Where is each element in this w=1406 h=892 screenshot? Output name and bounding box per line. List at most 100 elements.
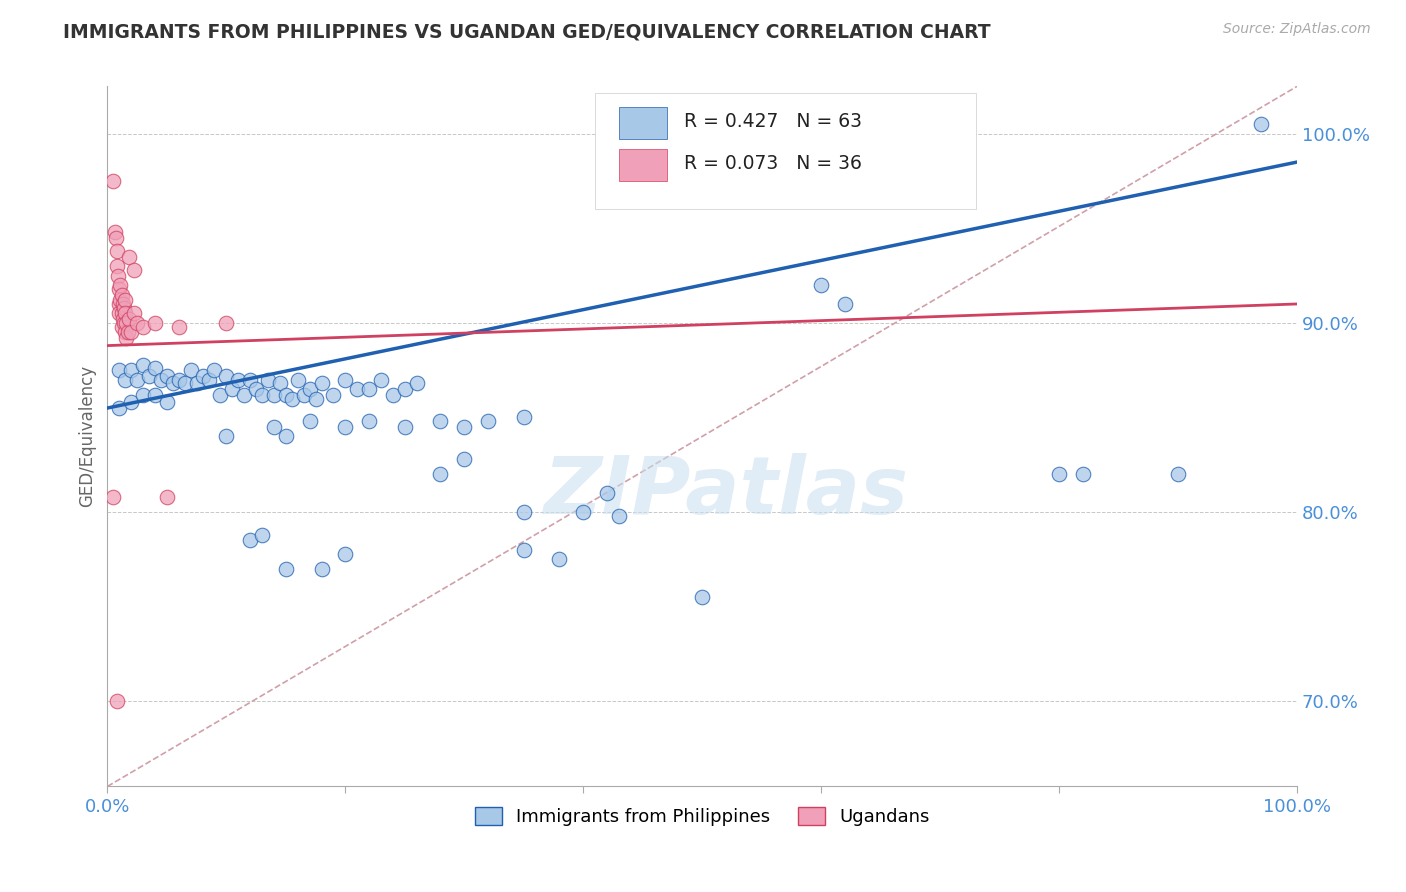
Point [250,388,273,402]
Point [186,376,208,391]
Point [335,373,357,387]
Point [108,306,131,320]
Point [127,373,149,387]
Point [298,382,321,396]
Point [117,326,139,340]
Point [359,382,381,396]
Point [105,244,128,258]
Point [118,312,141,326]
Point [221,382,243,396]
Y-axis label: GED/Equivalency: GED/Equivalency [79,366,96,508]
Bar [619,149,666,181]
Point [810,278,832,293]
Text: ZIPatlas: ZIPatlas [544,453,908,532]
Point [110,293,132,308]
Point [287,373,309,387]
Point [905,130,928,145]
Point [132,388,155,402]
Point [122,306,145,320]
Point [572,505,595,519]
Point [204,363,226,377]
Point [394,382,416,396]
Point [311,562,333,576]
Point [114,326,136,340]
Point [269,376,291,391]
Point [105,694,128,708]
Bar [619,107,666,139]
Point [105,259,128,273]
Point [394,420,416,434]
Point [298,414,321,428]
Point [111,297,134,311]
Point [111,312,134,326]
Point [111,319,134,334]
Point [111,306,134,320]
Point [149,373,172,387]
Point [180,363,202,377]
Text: R = 0.073   N = 36: R = 0.073 N = 36 [685,154,862,173]
Point [173,376,195,391]
FancyBboxPatch shape [595,94,976,209]
Point [138,368,160,383]
Point [114,293,136,308]
Point [115,331,138,345]
Point [115,316,138,330]
Point [346,382,368,396]
Text: R = 0.427   N = 63: R = 0.427 N = 63 [685,112,862,131]
Text: Source: ZipAtlas.com: Source: ZipAtlas.com [1223,22,1371,37]
Point [429,414,451,428]
Point [143,316,166,330]
Point [209,388,232,402]
Point [120,395,142,409]
Point [107,268,129,283]
Point [274,388,297,402]
Point [197,373,219,387]
Point [548,552,571,566]
Point [513,543,536,558]
Point [156,368,179,383]
Point [239,373,262,387]
Point [143,388,166,402]
Point [156,395,179,409]
Point [110,278,132,293]
Point [513,505,536,519]
Point [250,528,273,542]
Point [215,368,238,383]
Point [143,361,166,376]
Point [112,316,135,330]
Point [292,388,315,402]
Point [226,373,249,387]
Point [311,376,333,391]
Point [103,225,125,239]
Point [118,250,141,264]
Point [167,373,190,387]
Point [215,316,238,330]
Point [370,373,392,387]
Point [607,508,630,523]
Point [274,562,297,576]
Point [257,373,280,387]
Point [108,282,131,296]
Point [108,363,131,377]
Point [359,414,381,428]
Point [108,401,131,415]
Point [120,326,142,340]
Point [263,420,285,434]
Point [233,388,256,402]
Point [304,392,326,406]
Point [239,533,262,548]
Point [274,429,297,443]
Point [281,392,304,406]
Point [453,420,475,434]
Point [111,287,134,301]
Point [477,414,499,428]
Point [596,486,619,500]
Point [834,297,856,311]
Point [1071,467,1094,482]
Point [245,382,267,396]
Point [405,376,427,391]
Point [381,388,404,402]
Point [122,263,145,277]
Point [882,117,904,131]
Point [263,388,285,402]
